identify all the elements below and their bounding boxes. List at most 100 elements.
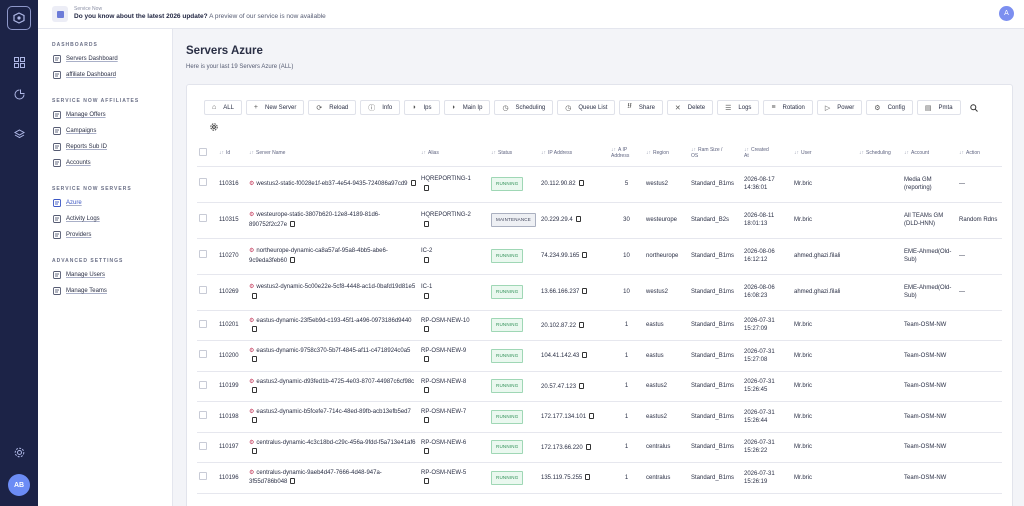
column-account[interactable]: ↓↑ Account [902, 140, 957, 167]
table-row[interactable]: 110197 ⚙ centralus-dynamic-4c3c18bd-c29c-4… [197, 432, 1002, 463]
sidebar-item-servers-dashboard[interactable]: Servers Dashboard [52, 54, 172, 64]
column-user[interactable]: ↓↑ User [792, 140, 857, 167]
column-created[interactable]: ↓↑ Created At [742, 140, 792, 167]
layers-icon[interactable] [9, 124, 29, 144]
copy-icon[interactable] [424, 184, 429, 191]
server-name[interactable]: ⚙ eastus-dynamic-23f5eb9d-c193-45f1-a496-… [247, 310, 419, 341]
copy-icon[interactable] [424, 447, 429, 454]
copy-icon[interactable] [424, 292, 429, 299]
chart-pie-icon[interactable] [9, 84, 29, 104]
server-action[interactable] [957, 401, 1002, 433]
column-status[interactable]: ↓↑ Status [489, 140, 539, 167]
server-name[interactable]: ⚙ eastus-dynamic-9758c370-5b7f-4845-af11-… [247, 340, 419, 372]
copy-icon[interactable] [582, 252, 588, 259]
copy-icon[interactable] [579, 382, 585, 389]
copy-icon[interactable] [252, 386, 257, 393]
copy-icon[interactable] [424, 478, 429, 485]
copy-icon[interactable] [582, 352, 588, 359]
info-button[interactable]: ⓘ Info [360, 100, 401, 115]
sidebar-item-azure[interactable]: Azure [52, 198, 172, 208]
row-checkbox[interactable] [197, 238, 217, 275]
sidebar-item-manage-offers[interactable]: Manage Offers [52, 110, 172, 120]
copy-icon[interactable] [410, 180, 416, 187]
sidebar-item-reports-sub-id[interactable]: Reports Sub ID [52, 142, 172, 152]
server-action[interactable]: — [957, 238, 1002, 275]
settings-icon[interactable] [207, 119, 220, 134]
row-checkbox[interactable] [197, 340, 217, 372]
row-checkbox[interactable] [197, 202, 217, 239]
user-menu-avatar[interactable]: A [999, 6, 1014, 21]
sidebar-item-campaigns[interactable]: Campaigns [52, 126, 172, 136]
column-id[interactable]: ↓↑ Id [217, 140, 247, 167]
column-action[interactable]: ↓↑ Action [957, 140, 1002, 167]
share-button[interactable]: ⭿ Share [619, 100, 663, 115]
copy-icon[interactable] [585, 443, 591, 450]
column-ip-count[interactable]: ↓↑ A IP Address [609, 140, 644, 167]
new-server-button[interactable]: + New Server [245, 100, 305, 115]
all-button[interactable]: ⌂ ALL [204, 100, 242, 115]
sidebar-item-manage-users[interactable]: Manage Users [52, 270, 172, 280]
power-button[interactable]: ▷ Power [816, 100, 863, 115]
reload-button[interactable]: ⟳ Reload [308, 100, 357, 115]
copy-icon[interactable] [424, 220, 429, 227]
column-ip-address[interactable]: ↓↑ IP Address [539, 140, 609, 167]
server-name[interactable]: ⚙ westus2-dynamic-5c00e22e-5cf8-4448-ac1d… [247, 274, 419, 311]
select-all-checkbox[interactable] [197, 140, 217, 167]
table-row[interactable]: 110198 ⚙ eastus2-dynamic-b5fcefe7-714c-48e… [197, 401, 1002, 433]
server-name[interactable]: ⚙ northeurope-dynamic-ca8a57af-95a8-4bb5-… [247, 238, 419, 275]
logs-button[interactable]: ☰ Logs [717, 100, 760, 115]
server-name[interactable]: ⚙ westeurope-static-3807b620-12e8-4189-81… [247, 202, 419, 239]
queue-list-button[interactable]: ◷ Queue List [557, 100, 616, 115]
server-action[interactable] [957, 371, 1002, 402]
copy-icon[interactable] [252, 325, 257, 332]
server-name[interactable]: ⚙ eastus2-dynamic-d93fed1b-4725-4e03-8707… [247, 371, 419, 402]
server-name[interactable]: ⚙ eastus2-dynamic-b5fcefe7-714c-48ed-89fb… [247, 401, 419, 433]
table-row[interactable]: 110270 ⚙ northeurope-dynamic-ca8a57af-95a8… [197, 238, 1002, 275]
update-banner[interactable]: Service Now Do you know about the latest… [74, 7, 326, 21]
server-action[interactable] [957, 462, 1002, 494]
row-checkbox[interactable] [197, 310, 217, 341]
copy-icon[interactable] [585, 474, 591, 481]
copy-icon[interactable] [589, 413, 595, 420]
table-row[interactable]: 110196 ⚙ centralus-dynamic-9aeb4d47-7666-4… [197, 462, 1002, 494]
row-checkbox[interactable] [197, 371, 217, 402]
app-logo-icon[interactable] [7, 6, 31, 30]
copy-icon[interactable] [582, 288, 588, 295]
copy-icon[interactable] [424, 417, 429, 424]
sidebar-item-accounts[interactable]: Accounts [52, 158, 172, 168]
copy-icon[interactable] [424, 325, 429, 332]
server-action[interactable]: — [957, 166, 1002, 203]
copy-icon[interactable] [579, 321, 585, 328]
copy-icon[interactable] [575, 216, 581, 223]
delete-button[interactable]: ✕ Delete [666, 100, 714, 115]
copy-icon[interactable] [290, 220, 296, 227]
ips-button[interactable]: ◗ Ips [404, 100, 440, 115]
sidebar-item-providers[interactable]: Providers [52, 230, 172, 240]
server-action[interactable] [957, 310, 1002, 341]
sidebar-item-activity-logs[interactable]: Activity Logs [52, 214, 172, 224]
server-action[interactable] [957, 432, 1002, 463]
settings-gear-icon[interactable] [9, 442, 29, 462]
table-row[interactable]: 110269 ⚙ westus2-dynamic-5c00e22e-5cf8-444… [197, 274, 1002, 311]
search-icon[interactable] [968, 100, 981, 115]
column-alias[interactable]: ↓↑ Alias [419, 140, 489, 167]
copy-icon[interactable] [252, 447, 257, 454]
table-row[interactable]: 110199 ⚙ eastus2-dynamic-d93fed1b-4725-4e0… [197, 371, 1002, 402]
copy-icon[interactable] [290, 256, 296, 263]
table-row[interactable]: 110316 ⚙ westus2-static-f0028e1f-eb37-4e54… [197, 166, 1002, 203]
copy-icon[interactable] [290, 478, 296, 485]
table-row[interactable]: 110201 ⚙ eastus-dynamic-23f5eb9d-c193-45f1… [197, 310, 1002, 341]
copy-icon[interactable] [424, 256, 429, 263]
config-button[interactable]: ⚙ Config [866, 100, 913, 115]
row-checkbox[interactable] [197, 274, 217, 311]
column-server-name[interactable]: ↓↑ Server Name [247, 140, 419, 167]
copy-icon[interactable] [424, 356, 429, 363]
rotation-button[interactable]: ≡ Rotation [763, 100, 813, 115]
grid-icon[interactable] [9, 52, 29, 72]
copy-icon[interactable] [252, 292, 257, 299]
server-action[interactable]: — [957, 274, 1002, 311]
table-row[interactable]: 110200 ⚙ eastus-dynamic-9758c370-5b7f-4845… [197, 340, 1002, 372]
copy-icon[interactable] [424, 386, 429, 393]
row-checkbox[interactable] [197, 462, 217, 494]
user-avatar[interactable]: AB [8, 474, 30, 496]
